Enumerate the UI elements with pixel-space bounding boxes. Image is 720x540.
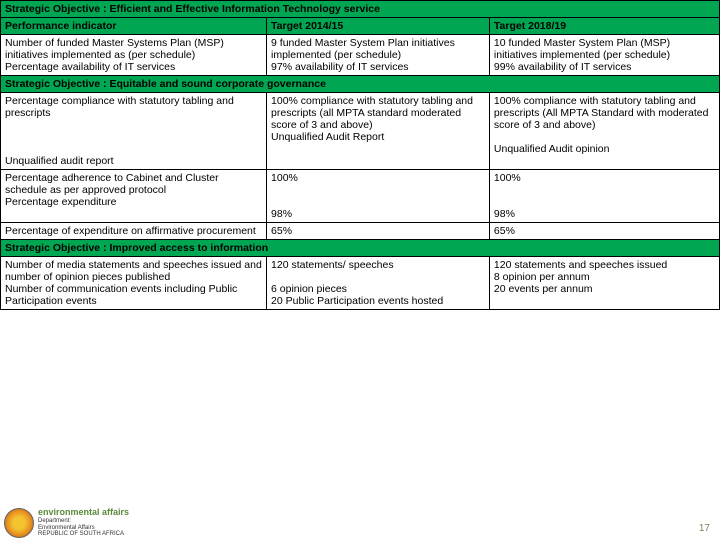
page-number: 17	[699, 523, 710, 534]
department-logo: environmental affairs Department: Enviro…	[4, 508, 129, 538]
objective-1-title: Strategic Objective : Efficient and Effe…	[1, 1, 720, 18]
header-indicator: Performance indicator	[1, 18, 267, 35]
row2-target2: 100% compliance with statutory tabling a…	[489, 93, 719, 170]
objective-3-row: Strategic Objective : Improved access to…	[1, 240, 720, 257]
row4-indicator: Percentage of expenditure on affirmative…	[1, 223, 267, 240]
row5-indicator: Number of media statements and speeches …	[1, 257, 267, 310]
row4-target2: 65%	[489, 223, 719, 240]
row3-indicator: Percentage adherence to Cabinet and Clus…	[1, 170, 267, 223]
objective-1-row: Strategic Objective : Efficient and Effe…	[1, 1, 720, 18]
objective-3-title: Strategic Objective : Improved access to…	[1, 240, 720, 257]
table-row: Percentage compliance with statutory tab…	[1, 93, 720, 170]
row4-target1: 65%	[267, 223, 490, 240]
row5-target2: 120 statements and speeches issued 8 opi…	[489, 257, 719, 310]
table-row: Number of funded Master Systems Plan (MS…	[1, 35, 720, 76]
logo-line4: REPUBLIC OF SOUTH AFRICA	[38, 531, 129, 538]
logo-line1: environmental affairs	[38, 508, 129, 518]
objective-2-row: Strategic Objective : Equitable and soun…	[1, 76, 720, 93]
table-row: Percentage of expenditure on affirmative…	[1, 223, 720, 240]
coat-of-arms-icon	[4, 508, 34, 538]
header-target-2014: Target 2014/15	[267, 18, 490, 35]
table-row: Percentage adherence to Cabinet and Clus…	[1, 170, 720, 223]
header-target-2018: Target 2018/19	[489, 18, 719, 35]
objective-2-title: Strategic Objective : Equitable and soun…	[1, 76, 720, 93]
table-row: Number of media statements and speeches …	[1, 257, 720, 310]
logo-text: environmental affairs Department: Enviro…	[38, 508, 129, 538]
row1-target1: 9 funded Master System Plan initiatives …	[267, 35, 490, 76]
row1-target2: 10 funded Master System Plan (MSP) initi…	[489, 35, 719, 76]
row3-target1: 100% 98%	[267, 170, 490, 223]
strategic-objectives-table: Strategic Objective : Efficient and Effe…	[0, 0, 720, 310]
row2-indicator: Percentage compliance with statutory tab…	[1, 93, 267, 170]
logo-line3: Environmental Affairs	[38, 525, 129, 532]
row3-target2: 100% 98%	[489, 170, 719, 223]
column-headers: Performance indicator Target 2014/15 Tar…	[1, 18, 720, 35]
logo-line2: Department:	[38, 518, 129, 525]
row5-target1: 120 statements/ speeches 6 opinion piece…	[267, 257, 490, 310]
row1-indicator: Number of funded Master Systems Plan (MS…	[1, 35, 267, 76]
row2-target1: 100% compliance with statutory tabling a…	[267, 93, 490, 170]
